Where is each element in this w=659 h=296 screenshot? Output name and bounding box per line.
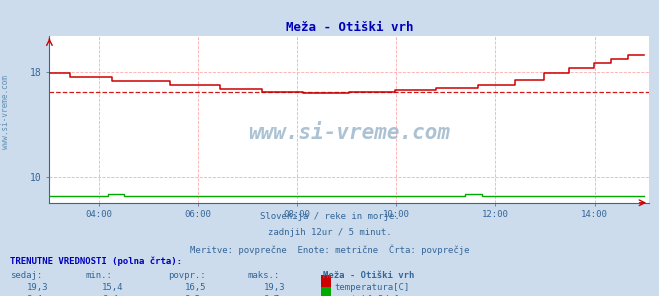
Text: www.si-vreme.com: www.si-vreme.com (1, 75, 10, 149)
Text: sedaj:: sedaj: (10, 271, 42, 280)
Text: 8,4: 8,4 (102, 295, 118, 296)
Text: 8,7: 8,7 (264, 295, 279, 296)
Text: zadnjih 12ur / 5 minut.: zadnjih 12ur / 5 minut. (268, 228, 391, 237)
Text: temperatura[C]: temperatura[C] (335, 283, 410, 292)
Text: 19,3: 19,3 (26, 283, 48, 292)
Text: Meža - Otiški vrh: Meža - Otiški vrh (323, 271, 415, 280)
Text: pretok[m3/s]: pretok[m3/s] (335, 295, 399, 296)
Text: 15,4: 15,4 (102, 283, 124, 292)
Text: min.:: min.: (86, 271, 113, 280)
Text: Slovenija / reke in morje.: Slovenija / reke in morje. (260, 212, 399, 221)
Text: povpr.:: povpr.: (168, 271, 206, 280)
Text: 16,5: 16,5 (185, 283, 206, 292)
Text: 8,4: 8,4 (26, 295, 42, 296)
Text: 19,3: 19,3 (264, 283, 285, 292)
Text: TRENUTNE VREDNOSTI (polna črta):: TRENUTNE VREDNOSTI (polna črta): (10, 256, 182, 266)
Text: www.si-vreme.com: www.si-vreme.com (248, 123, 450, 142)
Title: Meža - Otiški vrh: Meža - Otiški vrh (285, 21, 413, 34)
Text: Meritve: povprečne  Enote: metrične  Črta: povprečje: Meritve: povprečne Enote: metrične Črta:… (190, 244, 469, 255)
Text: maks.:: maks.: (247, 271, 279, 280)
Text: 8,5: 8,5 (185, 295, 200, 296)
